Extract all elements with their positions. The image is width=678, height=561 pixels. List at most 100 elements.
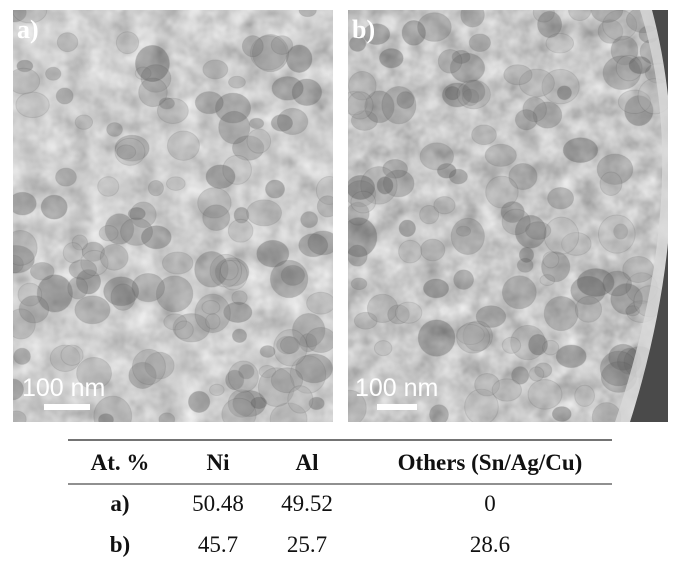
grain bbox=[544, 296, 578, 330]
grain bbox=[99, 225, 118, 240]
table-header: Others (Sn/Ag/Cu) bbox=[398, 450, 583, 475]
grain bbox=[162, 252, 193, 274]
grain bbox=[502, 337, 520, 353]
grain bbox=[56, 168, 77, 186]
grain bbox=[167, 131, 199, 160]
grain bbox=[219, 111, 250, 144]
scale-bar bbox=[377, 404, 417, 410]
table-header: Ni bbox=[207, 450, 231, 475]
grain bbox=[472, 125, 497, 145]
grain bbox=[195, 92, 223, 114]
grain bbox=[575, 385, 595, 406]
table-cell: 0 bbox=[484, 491, 496, 516]
grain bbox=[251, 397, 267, 408]
grain bbox=[68, 277, 88, 299]
grain bbox=[299, 4, 316, 16]
grain bbox=[9, 192, 36, 215]
grain bbox=[271, 36, 292, 55]
grain bbox=[247, 129, 271, 153]
grain bbox=[457, 322, 490, 353]
grain bbox=[519, 247, 533, 262]
grain bbox=[61, 345, 83, 365]
panel-label: a) bbox=[17, 15, 39, 44]
grain bbox=[7, 411, 26, 427]
grain bbox=[167, 177, 186, 190]
grain bbox=[552, 407, 571, 422]
grain bbox=[56, 88, 73, 104]
grain bbox=[469, 34, 490, 52]
grain bbox=[569, 1, 591, 21]
grain bbox=[351, 278, 367, 290]
grain bbox=[402, 20, 425, 45]
grain bbox=[485, 144, 516, 166]
grain bbox=[449, 169, 467, 184]
grain bbox=[423, 279, 448, 298]
grain bbox=[575, 297, 601, 323]
grain bbox=[317, 196, 338, 217]
grain bbox=[69, 260, 97, 280]
grain bbox=[229, 76, 246, 88]
grain bbox=[188, 391, 209, 412]
grain bbox=[492, 379, 521, 401]
grain bbox=[100, 244, 128, 270]
grain bbox=[94, 396, 132, 436]
grain bbox=[148, 181, 163, 196]
grain bbox=[399, 220, 415, 237]
grain bbox=[75, 296, 110, 324]
row-label: a) bbox=[110, 491, 129, 516]
table-cell: 45.7 bbox=[198, 532, 238, 557]
grain bbox=[504, 65, 532, 85]
scale-label: 100 nm bbox=[22, 374, 105, 402]
table-cell: 28.6 bbox=[470, 532, 510, 557]
grain bbox=[117, 145, 136, 159]
grain bbox=[30, 263, 54, 281]
grain bbox=[347, 92, 373, 119]
grain bbox=[603, 271, 632, 296]
grain bbox=[454, 270, 474, 290]
table-cell: 49.52 bbox=[281, 491, 333, 516]
grain bbox=[57, 33, 78, 52]
grain bbox=[451, 218, 484, 254]
grain bbox=[232, 329, 246, 342]
grain bbox=[107, 123, 123, 137]
grain bbox=[249, 118, 263, 128]
panel-label: b) bbox=[352, 15, 375, 44]
grain bbox=[420, 143, 453, 170]
grain bbox=[288, 386, 313, 413]
grain bbox=[242, 36, 263, 57]
grain bbox=[557, 86, 571, 100]
grain bbox=[99, 414, 114, 426]
row-label: b) bbox=[110, 532, 130, 557]
grain bbox=[418, 320, 455, 356]
grain bbox=[228, 361, 258, 392]
grain bbox=[41, 195, 67, 219]
grain bbox=[202, 301, 220, 315]
grain bbox=[299, 234, 328, 257]
grain bbox=[228, 219, 253, 242]
grain bbox=[598, 215, 635, 253]
grain bbox=[600, 172, 622, 196]
grain bbox=[421, 239, 445, 261]
grain bbox=[461, 3, 485, 27]
grain bbox=[111, 284, 135, 310]
grain bbox=[397, 92, 414, 109]
scale-label: 100 nm bbox=[355, 374, 438, 402]
grain bbox=[502, 276, 536, 309]
grain bbox=[270, 260, 307, 297]
grain bbox=[206, 314, 220, 329]
grain bbox=[132, 349, 165, 384]
grain bbox=[116, 32, 138, 54]
grain bbox=[75, 115, 92, 129]
grain bbox=[379, 49, 403, 68]
grain bbox=[591, 0, 623, 22]
grain bbox=[548, 187, 574, 208]
grain bbox=[306, 327, 336, 352]
grain bbox=[348, 245, 368, 266]
table-cell: 50.48 bbox=[192, 491, 244, 516]
grain bbox=[528, 380, 562, 410]
grain bbox=[307, 292, 335, 314]
grain bbox=[544, 217, 579, 254]
micrograph-a bbox=[0, 0, 342, 436]
table-cell: 25.7 bbox=[287, 532, 327, 557]
grain bbox=[175, 321, 193, 339]
